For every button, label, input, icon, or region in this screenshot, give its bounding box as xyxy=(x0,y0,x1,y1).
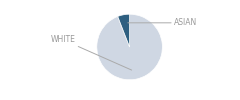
Wedge shape xyxy=(97,14,162,80)
Wedge shape xyxy=(118,14,130,47)
Text: ASIAN: ASIAN xyxy=(128,18,197,27)
Text: WHITE: WHITE xyxy=(51,35,132,70)
